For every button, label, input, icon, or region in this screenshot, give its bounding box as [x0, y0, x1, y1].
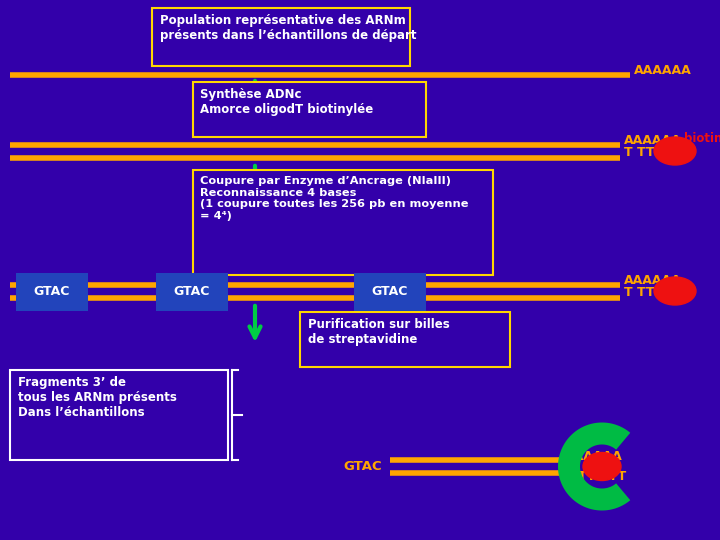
Text: AAAAAA: AAAAAA — [624, 133, 682, 146]
Text: T TT TTT: T TT TTT — [624, 146, 685, 159]
Text: biotine: biotine — [684, 132, 720, 145]
Text: AAAAAA: AAAAAA — [624, 273, 682, 287]
Text: GTAC: GTAC — [34, 285, 70, 298]
Text: Fragments 3’ de
tous les ARNm présents
Dans l’échantillons: Fragments 3’ de tous les ARNm présents D… — [18, 376, 177, 419]
Ellipse shape — [583, 453, 621, 481]
FancyBboxPatch shape — [193, 170, 493, 275]
Text: Synthèse ADNc
Amorce oligodT biotinylée: Synthèse ADNc Amorce oligodT biotinylée — [200, 88, 373, 116]
FancyBboxPatch shape — [16, 273, 88, 310]
Text: Purification sur billes
de streptavidine: Purification sur billes de streptavidine — [308, 318, 450, 346]
Polygon shape — [558, 422, 630, 510]
Text: Population représentative des ARNm
présents dans l’échantillons de départ: Population représentative des ARNm prése… — [160, 14, 416, 42]
Text: T TT TTT: T TT TTT — [565, 469, 626, 483]
Text: GTAC: GTAC — [174, 285, 210, 298]
Text: Coupure par Enzyme d’Ancrage (​Nla​III)
Reconnaissance 4 bases
(1 coupure toutes: Coupure par Enzyme d’Ancrage (​Nla​III) … — [200, 176, 469, 221]
FancyBboxPatch shape — [156, 273, 228, 310]
Ellipse shape — [654, 277, 696, 305]
FancyBboxPatch shape — [152, 8, 410, 66]
Text: AAAAAA: AAAAAA — [634, 64, 692, 77]
Text: GTAC: GTAC — [343, 460, 382, 472]
FancyBboxPatch shape — [300, 312, 510, 367]
FancyBboxPatch shape — [193, 82, 426, 137]
Text: GTAC: GTAC — [372, 285, 408, 298]
Ellipse shape — [654, 137, 696, 165]
FancyBboxPatch shape — [354, 273, 426, 310]
Text: T TT TTT: T TT TTT — [624, 287, 685, 300]
FancyBboxPatch shape — [10, 370, 228, 460]
Text: AAAAAA: AAAAAA — [565, 450, 623, 463]
